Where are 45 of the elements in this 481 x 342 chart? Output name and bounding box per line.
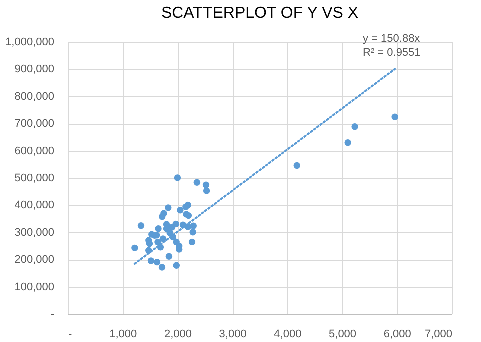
- point: [138, 222, 145, 230]
- point: [154, 258, 161, 266]
- x-tick-label: 1,000: [110, 328, 138, 340]
- y-tick-label: 300,000: [14, 226, 54, 239]
- y-tick-label: 400,000: [14, 200, 54, 212]
- point: [132, 244, 138, 252]
- point: [344, 140, 352, 146]
- point: [352, 124, 358, 130]
- y-tick-label: 500,000: [14, 172, 54, 184]
- point: [158, 264, 166, 271]
- point: [194, 179, 201, 186]
- x-tick-label: 2,000: [164, 328, 192, 340]
- x-tick-label: 7,000: [424, 328, 452, 340]
- point: [202, 182, 210, 188]
- x-tick-label: 3,000: [219, 328, 247, 340]
- point: [294, 162, 300, 170]
- y-tick-label: 900,000: [14, 64, 54, 76]
- point: [185, 212, 192, 220]
- point: [190, 229, 196, 236]
- point: [188, 238, 196, 246]
- y-tick-label: 700,000: [14, 118, 54, 130]
- y-tick-label: 1,000,000: [6, 36, 54, 48]
- y-tick-label: 600,000: [14, 145, 54, 158]
- point: [166, 253, 173, 260]
- x-tick-label: 6,000: [384, 328, 412, 340]
- point: [165, 204, 172, 212]
- x-tick-label: -: [68, 328, 72, 340]
- point: [177, 207, 184, 214]
- point: [173, 262, 180, 269]
- point: [392, 114, 398, 120]
- point: [203, 188, 210, 194]
- annotation: y = 150.88x: [363, 33, 421, 45]
- x-tick-label: 5,000: [329, 328, 357, 340]
- x-tick-label: 4,000: [274, 328, 302, 340]
- point: [148, 258, 155, 264]
- chart-title: SCATTERPLOT OF Y VS X: [161, 5, 359, 22]
- y-tick-label: 200,000: [14, 254, 54, 266]
- point: [154, 238, 162, 246]
- point: [159, 214, 166, 220]
- y-tick-label: 800,000: [14, 90, 54, 103]
- y-tick-label: 100,000: [14, 281, 54, 294]
- annotation: R² = 0.9551: [363, 47, 421, 59]
- point: [174, 174, 182, 182]
- y-tick-label: -: [50, 308, 55, 320]
- point: [155, 226, 162, 232]
